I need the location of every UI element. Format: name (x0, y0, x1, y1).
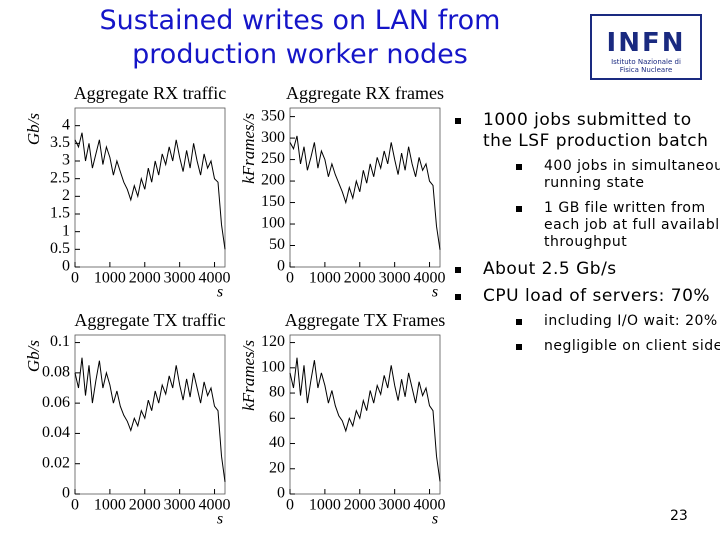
plot-frame (74, 107, 226, 268)
bullet-text: including I/O wait: 20% (544, 313, 718, 329)
data-line (74, 357, 226, 482)
y-tick-label: 0.1 (50, 333, 70, 350)
bullet-marker (455, 294, 461, 300)
x-tick-label: 0 (286, 270, 294, 287)
y-tick-label: 250 (261, 150, 285, 167)
x-tick-label: 0 (286, 497, 294, 514)
x-axis-label: s (217, 284, 223, 301)
y-tick-label: 0 (277, 258, 285, 275)
y-tick-label: 350 (261, 107, 285, 124)
y-tick-label: 50 (269, 236, 285, 253)
sub-bullet: negligible on client side (483, 338, 720, 355)
y-tick-label: 0.04 (42, 424, 70, 441)
bullet: 1000 jobs submitted to the LSF productio… (455, 110, 720, 251)
y-tick-label: 0 (277, 485, 285, 502)
x-axis-label: s (432, 284, 438, 301)
y-axis-label: Gb/s (24, 113, 43, 146)
chart-title: Aggregate TX traffic (74, 310, 225, 330)
bullet-marker (516, 319, 522, 325)
x-tick-label: 4000 (414, 497, 446, 514)
bullet-text: CPU load of servers: 70% (483, 286, 711, 306)
y-tick-label: 300 (261, 129, 285, 146)
y-tick-label: 0.08 (42, 364, 70, 381)
bullet-text: 1000 jobs submitted to the LSF productio… (483, 110, 709, 151)
data-line (289, 135, 441, 250)
x-tick-label: 2000 (129, 497, 161, 514)
x-tick-label: 0 (71, 270, 79, 287)
bullet-marker (516, 344, 522, 350)
slide-title: Sustained writes on LAN from production … (99, 5, 501, 70)
y-tick-label: 1.5 (50, 205, 70, 222)
x-tick-label: 3000 (379, 497, 411, 514)
sub-bullet: 400 jobs in simultaneous running state (483, 158, 720, 192)
sub-bullet: 1 GB file written from each job at full … (483, 200, 720, 251)
x-tick-label: 1000 (94, 270, 126, 287)
bullet: CPU load of servers: 70% including I/O wa… (455, 286, 720, 355)
bullet: About 2.5 Gb/s (455, 259, 715, 280)
bullet-marker (516, 206, 522, 212)
y-tick-label: 4 (62, 116, 70, 133)
logo-subtitle: Istituto Nazionale di Fisica Nucleare (611, 58, 681, 74)
x-tick-label: 1000 (94, 497, 126, 514)
y-tick-label: 150 (261, 193, 285, 210)
y-tick-label: 120 (261, 333, 285, 350)
x-tick-label: 4000 (414, 270, 446, 287)
bullet-marker (516, 164, 522, 170)
y-tick-label: 100 (261, 358, 285, 375)
x-tick-label: 3000 (164, 270, 196, 287)
data-line (74, 132, 226, 250)
y-tick-label: 100 (261, 215, 285, 232)
y-tick-label: 0.06 (42, 394, 70, 411)
x-tick-label: 4000 (199, 497, 231, 514)
y-tick-label: 20 (269, 459, 285, 476)
bullet-marker (455, 267, 461, 273)
y-tick-label: 80 (269, 384, 285, 401)
data-line (289, 357, 441, 482)
chart-title: Aggregate TX Frames (285, 310, 446, 330)
y-tick-label: 1 (62, 222, 70, 239)
x-tick-label: 2000 (344, 497, 376, 514)
y-tick-label: 0 (62, 485, 70, 502)
y-tick-label: 2 (62, 187, 70, 204)
plot-frame (74, 334, 226, 495)
y-tick-label: 0.5 (50, 240, 70, 257)
plot-frame (289, 107, 441, 268)
y-tick-label: 0 (62, 258, 70, 275)
x-tick-label: 1000 (309, 270, 341, 287)
logo-name: INFN (606, 28, 686, 58)
y-axis-label: Gb/s (24, 340, 43, 373)
bullet-list: 1000 jobs submitted to the LSF productio… (455, 110, 720, 363)
chart-title: Aggregate RX frames (286, 83, 444, 103)
y-tick-label: 3.5 (50, 134, 70, 151)
y-tick-label: 40 (269, 434, 285, 451)
y-axis-label: kFrames/s (239, 113, 258, 184)
y-tick-label: 3 (62, 152, 70, 169)
plot-frame (289, 334, 441, 495)
x-axis-label: s (432, 511, 438, 528)
x-tick-label: 1000 (309, 497, 341, 514)
x-axis-label: s (217, 511, 223, 528)
x-tick-label: 0 (71, 497, 79, 514)
y-tick-label: 200 (261, 172, 285, 189)
logo: INFN Istituto Nazionale di Fisica Nuclea… (590, 14, 702, 80)
y-axis-label: kFrames/s (239, 340, 258, 411)
y-tick-label: 0.02 (42, 454, 70, 471)
x-tick-label: 3000 (164, 497, 196, 514)
chart-title: Aggregate RX traffic (74, 83, 227, 103)
x-tick-label: 4000 (199, 270, 231, 287)
bullet-text: 400 jobs in simultaneous running state (544, 158, 720, 191)
x-tick-label: 2000 (129, 270, 161, 287)
sub-bullet: including I/O wait: 20% (483, 313, 720, 330)
x-tick-label: 2000 (344, 270, 376, 287)
bullet-text: 1 GB file written from each job at full … (544, 200, 720, 250)
y-tick-label: 60 (269, 409, 285, 426)
bullet-text: About 2.5 Gb/s (483, 259, 617, 279)
page-number: 23 (670, 508, 688, 524)
y-tick-label: 2.5 (50, 169, 70, 186)
bullet-text: negligible on client side (544, 338, 720, 354)
bullet-marker (455, 118, 461, 124)
x-tick-label: 3000 (379, 270, 411, 287)
